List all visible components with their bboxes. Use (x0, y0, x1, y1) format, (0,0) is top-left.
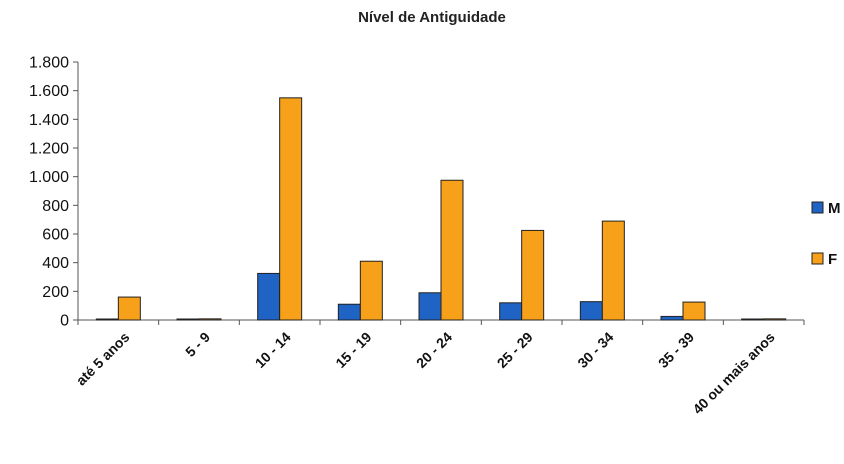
bar-m-7 (660, 315, 684, 321)
x-tick-label: 25 - 29 (494, 329, 536, 371)
bar-m-1 (176, 318, 200, 321)
bar-m-6 (579, 301, 603, 321)
axes: 0 200 400 600 800 1.000 1.200 1.400 1.600 1.800 at… (29, 55, 805, 417)
y-tick-label: 800 (42, 198, 69, 215)
x-tick-label: até 5 anos (73, 329, 133, 389)
y-tick-label: 1.600 (29, 83, 69, 100)
y-tick-label: 1.800 (29, 55, 69, 72)
bar-f-6 (601, 220, 625, 321)
bar-f-5 (521, 229, 545, 321)
y-tick-label: 400 (42, 255, 69, 272)
bar-f-4 (440, 179, 464, 321)
bar-m-2 (257, 272, 281, 321)
x-tick-label: 35 - 39 (655, 329, 697, 371)
bar-f-3 (359, 260, 383, 321)
x-tick-label: 15 - 19 (332, 329, 374, 371)
y-tick-label: 1.000 (29, 169, 69, 186)
legend-label-f: F (828, 251, 837, 268)
x-tick-label: 10 - 14 (252, 329, 294, 371)
y-tick-label: 0 (60, 313, 69, 330)
bar-f-7 (682, 301, 706, 321)
bar-m-5 (499, 302, 523, 321)
bars (95, 97, 787, 321)
y-tick-label: 600 (42, 227, 69, 244)
bar-m-3 (337, 303, 361, 321)
bar-f-1 (198, 318, 222, 321)
bar-m-0 (95, 318, 119, 321)
x-tick-label: 30 - 34 (574, 329, 616, 371)
bar-m-4 (418, 292, 442, 321)
legend-swatch-m (811, 201, 824, 214)
legend: MF (811, 200, 841, 268)
x-tick-label: 5 - 9 (182, 329, 213, 360)
legend-label-m: M (828, 200, 841, 217)
legend-swatch-f (811, 252, 824, 265)
y-tick-label: 1.400 (29, 112, 69, 129)
y-tick-label: 1.200 (29, 141, 69, 158)
bar-f-0 (117, 296, 141, 321)
bar-m-8 (741, 318, 765, 321)
chart-title: Nível de Antiguidade (358, 9, 506, 26)
bar-f-8 (763, 318, 787, 321)
x-tick-label: 40 ou mais anos (689, 329, 777, 417)
x-tick-label: 20 - 24 (413, 329, 455, 371)
bar-f-2 (279, 97, 303, 321)
y-tick-label: 200 (42, 284, 69, 301)
